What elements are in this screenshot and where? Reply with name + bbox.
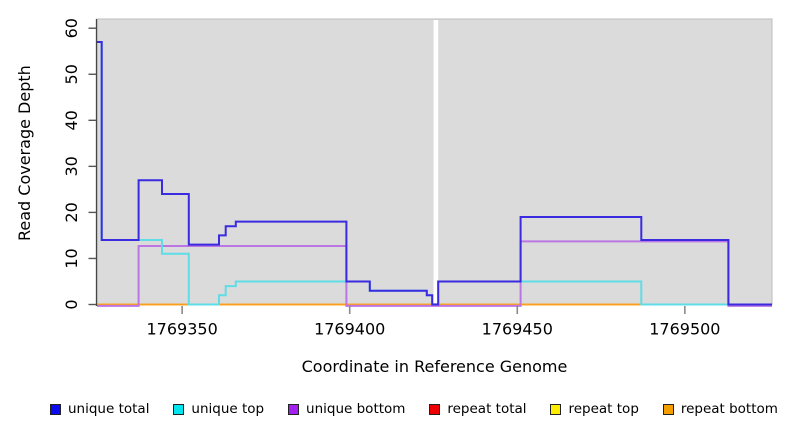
legend: unique total unique top unique bottom repea… bbox=[0, 394, 792, 424]
legend-label-unique-bottom: unique bottom bbox=[306, 401, 406, 417]
masked-region bbox=[433, 20, 439, 303]
legend-label-unique-top: unique top bbox=[191, 401, 265, 417]
chart-svg: 1769350 1769400 1769450 1769500 0 10 20 30 40 50 6… bbox=[62, 18, 773, 339]
legend-item-unique-bottom: unique bottom bbox=[288, 401, 405, 417]
series-line-unique-total bbox=[97, 41, 772, 306]
x-tick-label: 1769400 bbox=[314, 320, 385, 339]
legend-swatch-unique-total bbox=[50, 403, 61, 415]
legend-item-repeat-total: repeat total bbox=[429, 401, 527, 417]
legend-label-repeat-top: repeat top bbox=[568, 401, 639, 417]
legend-swatch-unique-top bbox=[173, 403, 185, 415]
legend-swatch-unique-bottom bbox=[288, 403, 300, 415]
x-tick-label: 1769450 bbox=[482, 320, 553, 339]
legend-swatch-repeat-bottom bbox=[662, 403, 674, 415]
x-tick-label: 1769350 bbox=[146, 320, 217, 339]
legend-item-repeat-bottom: repeat bottom bbox=[662, 401, 778, 417]
x-tick-label: 1769500 bbox=[649, 320, 720, 339]
y-tick-label: 0 bbox=[62, 299, 81, 309]
legend-swatch-repeat-total bbox=[429, 403, 441, 415]
legend-item-unique-total: unique total bbox=[50, 401, 149, 417]
legend-label-repeat-bottom: repeat bottom bbox=[680, 401, 778, 417]
y-tick-label: 10 bbox=[62, 248, 81, 268]
legend-label-repeat-total: repeat total bbox=[447, 401, 527, 417]
x-axis-title: Coordinate in Reference Genome bbox=[301, 357, 568, 376]
legend-item-repeat-top: repeat top bbox=[550, 401, 639, 417]
y-tick-label: 60 bbox=[62, 18, 81, 38]
y-tick-label: 40 bbox=[62, 110, 81, 130]
legend-item-unique-top: unique top bbox=[173, 401, 264, 417]
legend-swatch-repeat-top bbox=[550, 403, 562, 415]
legend-label-unique-total: unique total bbox=[68, 401, 150, 417]
y-tick-label: 20 bbox=[62, 202, 81, 222]
y-tick-label: 30 bbox=[62, 156, 81, 176]
y-tick-label: 50 bbox=[62, 64, 81, 84]
y-axis-title: Read Coverage Depth bbox=[15, 65, 34, 241]
